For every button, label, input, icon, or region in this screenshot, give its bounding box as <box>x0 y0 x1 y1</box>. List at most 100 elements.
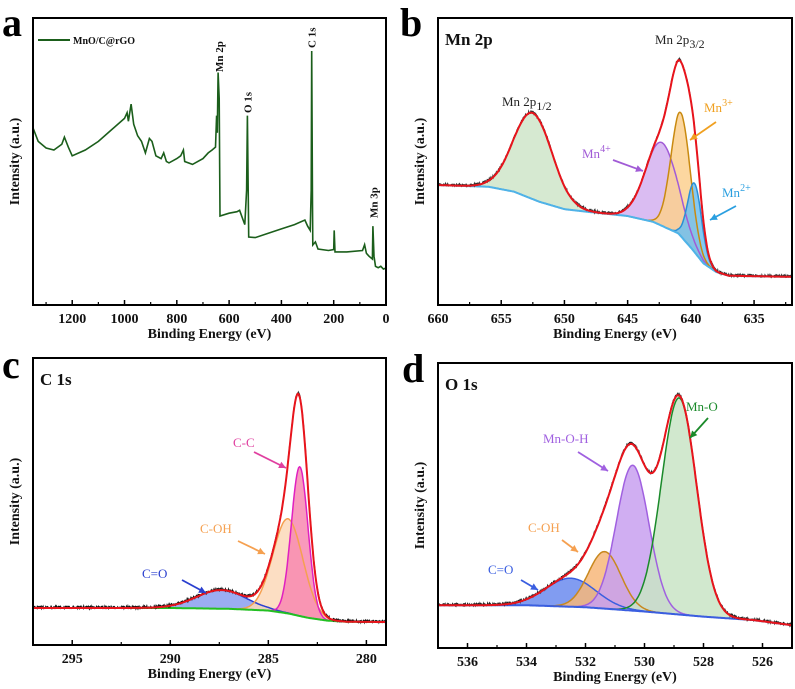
annotation-superscript: 3+ <box>722 98 733 109</box>
x-tick-label: 526 <box>752 655 773 670</box>
annotation-base: C-OH <box>528 520 560 535</box>
panel-a: a MnO/C@rGO Mn 2p O 1s C 1s Mn 3p 1200 1000 800 6… <box>2 0 390 342</box>
y-axis-label: Intensity (a.u.) <box>413 117 428 205</box>
peak-label: Mn 3p <box>368 187 380 218</box>
panel-letter: c <box>2 342 20 387</box>
annotation-base: C-OH <box>200 521 232 536</box>
x-tick-label: 800 <box>166 312 187 327</box>
peak-fill-Mn-O <box>438 397 792 626</box>
x-tick-label: 640 <box>680 312 701 327</box>
annotation-base: Mn-O <box>686 399 718 414</box>
x-tick-label: 532 <box>575 655 596 670</box>
x-tick-label: 295 <box>62 652 83 667</box>
envelope-line <box>438 58 792 278</box>
x-tick-label: 645 <box>617 312 638 327</box>
annotation-base: Mn-O-H <box>543 431 589 446</box>
annotation-arrow-head <box>530 583 538 590</box>
panel-c: c C 1s C-C C-OH C=O 295 290 285 280 Binding Energ… <box>2 342 387 682</box>
y-axis-label: Intensity (a.u.) <box>8 117 23 205</box>
peak-fill-Mn-O-H <box>438 465 792 626</box>
x-tick-label: 528 <box>693 655 714 670</box>
x-tick-label: 285 <box>258 652 279 667</box>
annotation-label: C-OH <box>200 521 232 536</box>
x-tick-label: 0 <box>383 312 390 327</box>
legend-label: MnO/C@rGO <box>73 36 135 47</box>
annotation-base: C=O <box>142 566 167 581</box>
annotation-subscript: 1/2 <box>536 99 551 113</box>
x-tick-label: 650 <box>554 312 575 327</box>
envelope-line <box>438 394 792 627</box>
panel-title: C 1s <box>40 370 72 389</box>
annotation-superscript: 2+ <box>740 183 751 194</box>
annotation-label: Mn3+ <box>704 98 733 115</box>
x-tick-label: 200 <box>323 312 344 327</box>
annotation-label: C=O <box>142 566 167 581</box>
annotation-arrow-head <box>710 213 718 220</box>
annotation-arrow-head <box>635 165 643 172</box>
peak-label: C 1s <box>307 27 319 48</box>
y-axis-label: Intensity (a.u.) <box>413 461 428 549</box>
peak-label: O 1s <box>242 91 254 113</box>
annotation-label: Mn2+ <box>722 183 751 200</box>
panel-title: Mn 2p <box>445 30 493 49</box>
x-tick-label: 280 <box>356 652 377 667</box>
annotation-arrow-head <box>257 547 265 555</box>
x-axis-label: Binding Energy (eV) <box>148 327 272 342</box>
envelope-line <box>33 392 386 623</box>
annotation-superscript: 4+ <box>600 144 611 155</box>
plot-area <box>33 390 386 625</box>
x-tick-label: 536 <box>457 655 478 670</box>
annotation-label: C-OH <box>528 520 560 535</box>
annotation-base: Mn 2p <box>655 32 689 47</box>
annotation-arrow-head <box>690 133 698 140</box>
x-tick-label: 655 <box>491 312 512 327</box>
annotation-label: Mn-O-H <box>543 431 589 446</box>
panel-letter: d <box>402 346 424 391</box>
annotation-base: C-C <box>233 435 255 450</box>
peak-label: Mn 2p <box>214 41 226 72</box>
plot-frame <box>32 17 387 306</box>
annotation-label: Mn-O <box>686 399 718 414</box>
peak-fill-Mn4+ <box>438 142 792 277</box>
annotation-base: Mn <box>722 185 741 200</box>
y-axis-label: Intensity (a.u.) <box>8 457 23 545</box>
x-axis-label: Binding Energy (eV) <box>148 667 272 682</box>
annotation-arrow-head <box>198 586 206 593</box>
plot-area <box>438 56 792 279</box>
annotation-arrow-head <box>570 545 578 552</box>
experimental-line <box>33 390 386 625</box>
experimental-line <box>438 56 792 279</box>
panel-letter: a <box>2 0 22 45</box>
plot-area <box>33 50 386 271</box>
plot-frame <box>437 17 793 306</box>
annotation-label: Mn 2p1/2 <box>502 94 552 113</box>
plot-area <box>438 392 792 628</box>
annotation-arrow-head <box>600 464 608 471</box>
annotation-subscript: 3/2 <box>689 37 704 51</box>
annotation-base: Mn <box>704 100 723 115</box>
x-axis-label: Binding Energy (eV) <box>553 670 677 685</box>
series-line-MnO/C@rGO <box>33 50 386 271</box>
panel-letter: b <box>400 0 422 45</box>
panel-d: d O 1s Mn-O Mn-O-H C-OH C=O 536 534 532 530 528 526… <box>402 346 793 685</box>
x-tick-label: 400 <box>271 312 292 327</box>
plot-frame <box>32 357 387 646</box>
x-tick-label: 635 <box>744 312 765 327</box>
x-tick-label: 600 <box>219 312 240 327</box>
peak-fill-C-C <box>33 466 386 622</box>
annotation-base: C=O <box>488 562 513 577</box>
annotation-label: C-C <box>233 435 255 450</box>
peak-fill-Mn 2p1/2 <box>438 112 792 277</box>
annotation-arrow-head <box>278 461 286 468</box>
annotation-label: C=O <box>488 562 513 577</box>
x-axis-label: Binding Energy (eV) <box>553 327 677 342</box>
x-tick-label: 660 <box>428 312 449 327</box>
x-tick-label: 534 <box>516 655 537 670</box>
annotation-base: Mn <box>582 146 601 161</box>
annotation-base: Mn 2p <box>502 94 536 109</box>
x-tick-label: 530 <box>634 655 655 670</box>
annotation-label: Mn 2p3/2 <box>655 32 705 51</box>
x-tick-label: 1000 <box>111 312 139 327</box>
